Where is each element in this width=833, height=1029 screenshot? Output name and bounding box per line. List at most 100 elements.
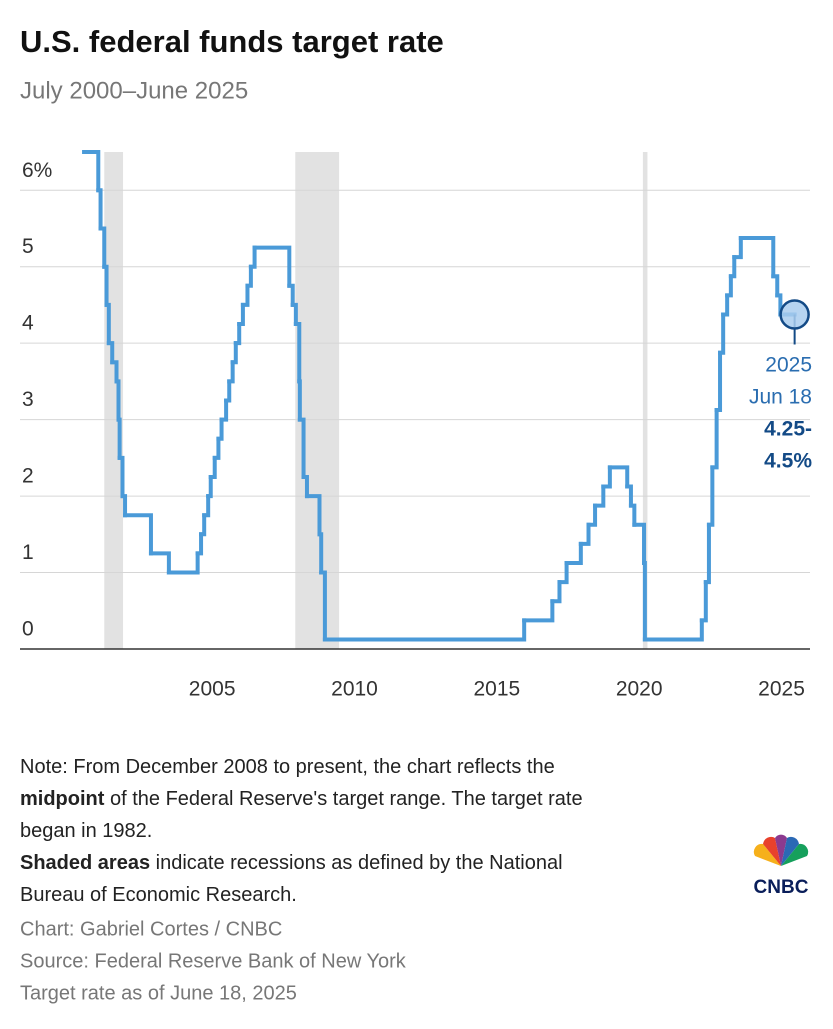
recession-band — [642, 152, 648, 649]
note-line: Note: From December 2008 to present, the… — [20, 756, 555, 778]
rate-step — [202, 494, 211, 518]
rate-step — [632, 522, 647, 565]
credit-line: Source: Federal Reserve Bank of New York — [20, 950, 407, 972]
rate-step — [728, 255, 737, 279]
y-tick-label: 4 — [22, 312, 34, 335]
annotation-text: Jun 18 — [749, 386, 812, 409]
note-segment: Note: From December 2008 to present, the… — [20, 756, 555, 778]
note-line: midpoint of the Federal Reserve's target… — [20, 788, 583, 810]
y-tick-label: 2 — [22, 465, 34, 488]
note-segment: Shaded areas — [20, 852, 150, 874]
rate-step — [642, 618, 704, 642]
rate-step — [297, 379, 302, 422]
rate-step — [771, 274, 780, 298]
rate-step — [195, 532, 204, 556]
note-line: began in 1982. — [20, 820, 152, 842]
rate-step — [233, 322, 242, 346]
rate-step — [216, 417, 224, 441]
y-tick-label: 5 — [22, 235, 34, 258]
rate-step — [117, 455, 125, 499]
rate-step — [706, 465, 715, 527]
rate-step — [586, 503, 598, 527]
rate-step — [110, 360, 119, 384]
note-segment: of the Federal Reserve's target range. T… — [104, 788, 582, 810]
rate-step — [564, 541, 583, 565]
rate-step — [601, 465, 612, 489]
rate-step — [123, 513, 153, 556]
rate-step — [738, 236, 776, 279]
rate-step — [703, 522, 711, 585]
logo-mark — [753, 834, 809, 866]
y-tick-label: 0 — [22, 618, 34, 641]
rate-step — [287, 283, 295, 307]
rate-step — [104, 302, 111, 346]
rate-step — [98, 226, 107, 269]
rate-step — [230, 341, 238, 365]
rate-step — [625, 484, 633, 508]
rate-step — [557, 560, 569, 585]
y-tick-label: 1 — [22, 541, 34, 564]
rate-step — [628, 503, 637, 527]
rate-step — [106, 341, 115, 365]
rate-step — [219, 398, 229, 422]
rate-step — [319, 570, 327, 642]
rate-step — [593, 484, 606, 508]
note-segment: midpoint — [20, 788, 105, 810]
rate-step — [96, 188, 103, 231]
rate-step — [227, 360, 235, 384]
y-tick-label: 6% — [22, 159, 52, 182]
chart-title: U.S. federal funds target rate — [20, 24, 444, 59]
rate-step — [114, 379, 121, 422]
note-line: Bureau of Economic Research. — [20, 884, 297, 906]
rate-step — [293, 322, 302, 384]
rate-step — [710, 408, 719, 470]
rate-step — [290, 302, 298, 327]
note-line: Shaded areas indicate recessions as defi… — [20, 852, 563, 874]
x-tick-label: 2025 — [758, 678, 805, 701]
rate-step — [550, 580, 562, 604]
rate-step — [578, 522, 591, 546]
rate-step — [245, 264, 253, 288]
rate-step — [248, 245, 257, 269]
rate-step — [148, 551, 171, 575]
last-point — [779, 299, 810, 330]
credit-line: Target rate as of June 18, 2025 — [20, 982, 297, 1004]
rate-step — [322, 618, 527, 642]
note-segment: Bureau of Economic Research. — [20, 884, 297, 906]
x-tick-label: 2010 — [331, 678, 378, 701]
rate-line — [82, 150, 797, 642]
note-segment: indicate recessions as defined by the Na… — [150, 852, 562, 874]
rate-step — [775, 293, 783, 317]
rate-step — [304, 494, 322, 537]
rate-step — [301, 474, 309, 499]
credit-line: Chart: Gabriel Cortes / CNBC — [20, 918, 282, 940]
rate-step — [208, 455, 217, 479]
rate-step — [120, 494, 128, 518]
note-segment: began in 1982. — [20, 820, 152, 842]
rate-step — [718, 312, 726, 355]
x-tick-label: 2020 — [616, 678, 663, 701]
rate-step — [642, 560, 647, 642]
rate-step — [224, 379, 232, 403]
logo-text: CNBC — [754, 877, 809, 898]
rate-step — [240, 283, 250, 307]
rate-step — [237, 302, 245, 327]
rate-step — [522, 599, 555, 623]
rate-step — [317, 532, 324, 575]
rate-step — [206, 474, 213, 499]
rate-step — [732, 236, 743, 260]
rate-step — [82, 150, 101, 193]
rate-step — [252, 245, 292, 288]
chart-subtitle: July 2000–June 2025 — [20, 77, 248, 104]
rate-step — [721, 293, 730, 317]
rate-step — [297, 417, 306, 479]
y-tick-label: 3 — [22, 388, 34, 411]
rate-step — [699, 580, 708, 623]
recession-band — [295, 152, 340, 649]
x-tick-label: 2005 — [189, 678, 236, 701]
annotation-text: 4.25- — [764, 418, 812, 441]
rate-step — [199, 513, 207, 537]
annotation-text: 2025 — [765, 354, 812, 377]
